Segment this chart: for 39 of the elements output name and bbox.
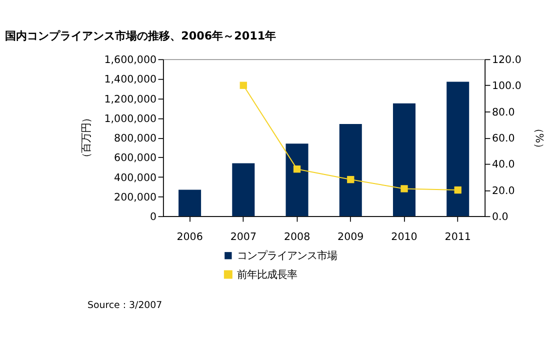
bar [392, 103, 416, 216]
x-tick-label: 2006 [176, 230, 203, 243]
y2-axis-title: （%） [533, 123, 546, 154]
x-tick-label: 2009 [338, 230, 364, 243]
y-tick-label: 1,000,000 [104, 112, 157, 125]
bar [178, 190, 202, 216]
source-note: Source : 3/2007 [87, 300, 162, 311]
point [293, 166, 301, 173]
y2-tick-label: 60.0 [492, 132, 515, 145]
y-tick-label: 400,000 [114, 172, 157, 184]
y-tick-label: 0 [150, 211, 157, 224]
legend-label: コンプライアンス市場 [236, 250, 337, 262]
y2-tick-label: 80.0 [492, 106, 515, 118]
y2-tick-label: 100.0 [492, 80, 522, 92]
x-tick-label: 2008 [284, 230, 310, 243]
y-axis-title: （百万円） [80, 113, 93, 164]
y-tick-label: 1,400,000 [104, 74, 157, 86]
y-tick-label: 600,000 [114, 152, 157, 164]
bar [339, 124, 362, 216]
point [347, 176, 354, 184]
y2-tick-label: 20.0 [492, 184, 515, 197]
x-tick-label: 2007 [230, 230, 256, 243]
point [400, 185, 408, 192]
point [454, 186, 462, 194]
y2-tick-label: 120.0 [492, 54, 522, 66]
y-tick-label: 1,600,000 [104, 54, 157, 66]
legend-label: 前年比成長率 [236, 268, 297, 281]
x-tick-label: 2011 [444, 230, 471, 243]
y-tick-label: 1,200,000 [104, 93, 157, 106]
y2-tick-label: 40.0 [492, 158, 515, 171]
point [240, 82, 247, 89]
bar [232, 163, 255, 216]
bar [446, 82, 470, 216]
y2-tick-label: 0.0 [492, 211, 508, 224]
x-tick-label: 2010 [391, 230, 418, 243]
chart-title: 国内コンプライアンス市場の推移、2006年～2011年 [5, 29, 276, 42]
y-tick-label: 800,000 [114, 132, 157, 145]
y-tick-label: 200,000 [114, 191, 157, 204]
bar [286, 144, 308, 216]
